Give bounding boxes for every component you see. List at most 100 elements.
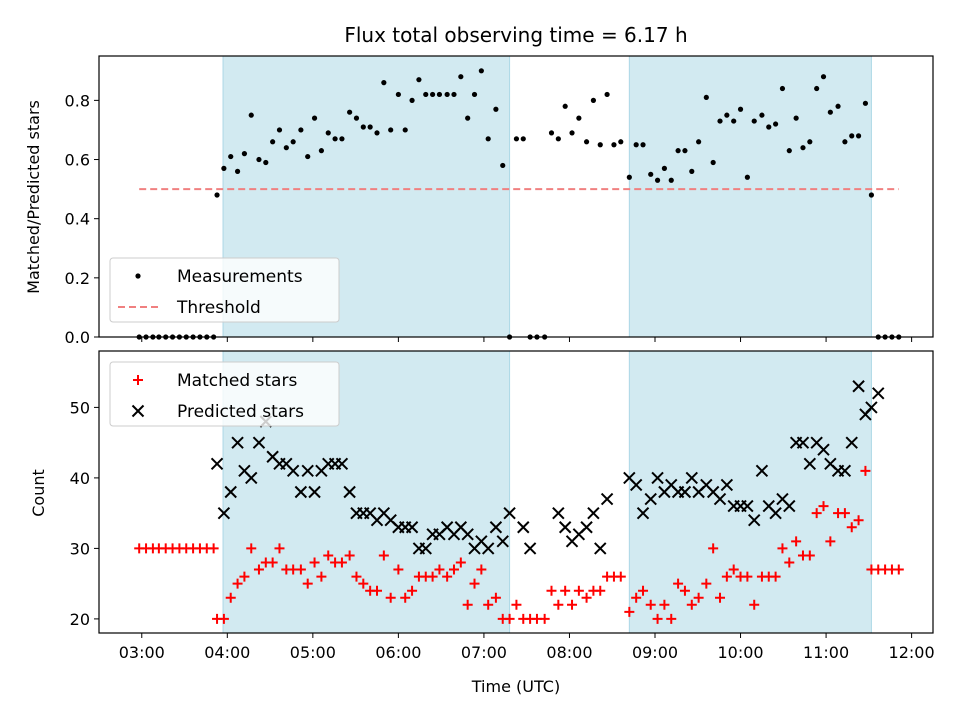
measurements-point (409, 97, 415, 103)
measurements-point (696, 139, 702, 145)
measurements-point (283, 145, 289, 151)
measurements-point (221, 165, 227, 171)
measurements-point (395, 91, 401, 98)
matched-stars-point (239, 571, 250, 582)
x-tick-label: 05:00 (290, 643, 336, 662)
matched-stars-point (784, 557, 795, 568)
matched-stars-point (208, 543, 219, 554)
matched-stars-point (749, 599, 760, 610)
bottom-y-tick-label: 40 (70, 469, 90, 488)
measurements-point (766, 124, 772, 130)
measurements-point (493, 106, 499, 112)
measurements-point (597, 142, 603, 148)
matched-stars-point (638, 585, 649, 596)
matched-stars-point (316, 571, 327, 582)
matched-stars-point (652, 613, 663, 624)
chart-title: Flux total observing time = 6.17 h (344, 23, 687, 47)
measurements-point (234, 168, 241, 174)
measurements-point (604, 91, 610, 98)
measurements-point (430, 91, 436, 98)
legend-label: Measurements (177, 267, 303, 287)
measurements-point (793, 115, 799, 121)
measurements-point (263, 159, 269, 166)
measurements-point (332, 136, 338, 142)
matched-stars-point (393, 564, 404, 575)
measurements-point (751, 118, 757, 124)
matched-stars-point (860, 465, 871, 476)
measurements-point (458, 74, 464, 80)
predicted-stars-point (343, 485, 356, 499)
predicted-stars-point (231, 436, 244, 449)
measurements-point (800, 145, 806, 151)
x-tick-label: 07:00 (461, 643, 507, 662)
measurements-point (298, 127, 304, 133)
measurements-point (485, 136, 491, 142)
measurements-point (654, 177, 661, 183)
legend-label: Matched stars (177, 371, 297, 391)
matched-stars-point (407, 585, 418, 596)
measurements-point (478, 68, 484, 74)
predicted-stars-point (629, 478, 643, 492)
matched-stars-point (659, 599, 670, 610)
measurements-point (626, 174, 632, 180)
measurements-point (827, 109, 833, 115)
predicted-stars-point (872, 387, 885, 400)
predicted-stars-point (580, 521, 593, 534)
predicted-stars-point (741, 499, 754, 513)
predicted-stars-point (461, 528, 474, 541)
matched-stars-point (504, 613, 515, 624)
measurements-point (555, 136, 561, 142)
matched-stars-point (708, 543, 719, 554)
measurements-point (849, 133, 855, 139)
predicted-stars-point (294, 485, 308, 499)
measurements-point (416, 77, 422, 83)
matched-stars-point (560, 585, 571, 596)
measurements-point (381, 80, 387, 86)
measurements-point (633, 142, 639, 148)
measurements-point (814, 85, 820, 92)
legend-x-marker (131, 404, 145, 418)
measurements-point (868, 192, 875, 198)
bottom-y-axis-title: Count (29, 469, 48, 517)
measurements-point (759, 112, 765, 118)
bottom-legend-box (109, 361, 340, 427)
predicted-stars-point (651, 471, 664, 485)
bottom-legend: Matched stars Predicted stars (109, 361, 340, 427)
legend-dot-marker (135, 273, 141, 279)
measurements-point (731, 118, 737, 124)
measurements-point (583, 139, 590, 145)
x-tick-label: 08:00 (546, 643, 592, 662)
measurements-point (682, 148, 688, 154)
matched-stars-point (232, 578, 243, 589)
measurements-point (444, 91, 450, 98)
measurements-point (423, 91, 429, 98)
matched-stars-point (344, 550, 355, 561)
measurements-point (862, 100, 869, 106)
matched-stars-point (818, 501, 829, 512)
predicted-stars-point (644, 492, 657, 506)
matched-stars-point (686, 599, 697, 610)
matched-stars-point (483, 599, 494, 610)
measurements-point (820, 74, 827, 80)
matched-stars-point (225, 592, 236, 603)
matched-stars-point (624, 606, 635, 617)
predicted-stars-point (523, 542, 537, 555)
matched-stars-point (777, 543, 788, 554)
predicted-stars-point (308, 485, 321, 499)
measurements-point (611, 142, 617, 148)
predicted-stars-point (224, 485, 237, 499)
predicted-stars-point (405, 521, 419, 534)
measurements-point (842, 139, 848, 145)
measurements-point (737, 106, 744, 112)
matched-stars-point (462, 599, 473, 610)
top-y-tick-label: 0.0 (65, 328, 90, 347)
predicted-stars-point (286, 464, 300, 478)
measurements-point (648, 171, 654, 177)
predicted-stars-point (769, 506, 782, 520)
top-panel: 0.0 0.2 0.4 0.6 0.8 Measurements Threshold (65, 55, 934, 347)
predicted-stars-point (852, 380, 865, 393)
matched-stars-point (595, 585, 606, 596)
matched-stars-point (893, 564, 904, 575)
matched-stars-point (427, 571, 438, 582)
matched-stars-point (839, 508, 850, 519)
